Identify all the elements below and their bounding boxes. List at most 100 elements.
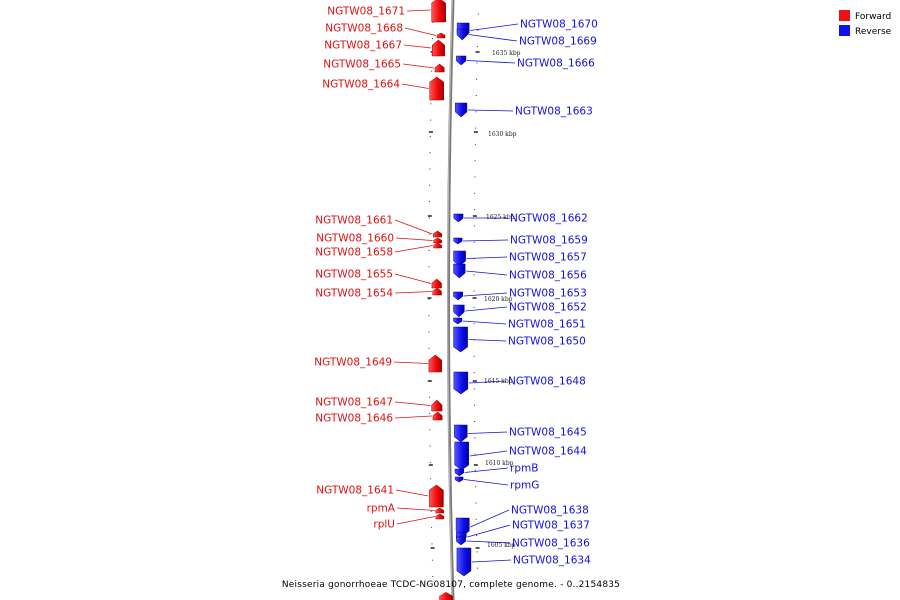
leader-line-ngtw08-1651: [462, 320, 507, 325]
gene-label-ngtw08-1667[interactable]: NGTW08_1667: [324, 40, 402, 52]
gene-feature-ngtw08-1656[interactable]: [453, 263, 466, 279]
gene-feature-ngtw08-1661[interactable]: [433, 230, 442, 238]
gene-feature-ngtw08-1650[interactable]: [453, 326, 468, 353]
genome-backbone: [447, 0, 455, 600]
gene-feature-ngtw08-1668[interactable]: [436, 32, 446, 39]
gene-feature-ngtw08-1645[interactable]: [454, 424, 468, 443]
leader-line-ngtw08-1657: [466, 256, 508, 259]
legend: Forward Reverse: [839, 10, 892, 37]
gene-label-ngtw08-1666[interactable]: NGTW08_1666: [517, 58, 595, 70]
gene-feature-ngtw08-1663[interactable]: [455, 102, 468, 118]
leader-line-ngtw08-1638: [470, 509, 510, 528]
gene-label-ngtw08-1651[interactable]: NGTW08_1651: [508, 319, 586, 331]
gene-feature-ngtw08-1659[interactable]: [453, 237, 463, 245]
label-leaders: [393, 9, 519, 563]
leader-line-ngtw08-1648: [468, 380, 507, 384]
gene-feature-ngtw08-1644[interactable]: [454, 441, 469, 471]
leader-line-ngtw08-1644: [469, 450, 508, 457]
gene-feature-ngtw08-1653[interactable]: [453, 291, 463, 301]
gene-feature-ngtw08-1665[interactable]: [434, 63, 445, 73]
gene-label-ngtw08-1638[interactable]: NGTW08_1638: [511, 505, 589, 517]
gene-feature-ngtw08-1669[interactable]: [456, 28, 468, 41]
gene-label-ngtw08-1646[interactable]: NGTW08_1646: [315, 413, 393, 425]
leader-line-ngtw08-1645: [468, 431, 508, 434]
gene-label-ngtw08-1658[interactable]: NGTW08_1658: [315, 247, 393, 259]
leader-line-ngtw08-1660: [395, 237, 433, 241]
gene-label-ngtw08-1637[interactable]: NGTW08_1637: [512, 520, 590, 532]
gene-feature-ngtw08-1667[interactable]: [432, 39, 445, 57]
gene-feature-ngtw08-1662[interactable]: [453, 213, 464, 223]
gene-label-ngtw08-1650[interactable]: NGTW08_1650: [508, 336, 586, 348]
gene-feature-ngtw08-1660[interactable]: [433, 237, 442, 244]
gene-feature-rpmg[interactable]: [454, 476, 464, 483]
scale-label: 1625 kbp: [486, 214, 515, 221]
gene-label-ngtw08-1649[interactable]: NGTW08_1649: [314, 357, 392, 369]
gene-label-ngtw08-1655[interactable]: NGTW08_1655: [315, 269, 393, 281]
gene-feature-ngtw08-1652[interactable]: [453, 304, 465, 318]
leader-line-ngtw08-1650: [468, 339, 507, 342]
gene-label-ngtw08-1657[interactable]: NGTW08_1657: [509, 252, 587, 264]
gene-label-ngtw08-1641[interactable]: NGTW08_1641: [316, 485, 394, 497]
gene-feature-ngtw08-1634[interactable]: [456, 547, 472, 577]
gene-label-ngtw08-1663[interactable]: NGTW08_1663: [515, 106, 593, 118]
gene-label-ngtw08-1648[interactable]: NGTW08_1648: [508, 376, 586, 388]
gene-label-ngtw08-1656[interactable]: NGTW08_1656: [509, 270, 587, 282]
leader-line-ngtw08-1666: [466, 60, 516, 64]
gene-label-ngtw08-1645[interactable]: NGTW08_1645: [509, 427, 587, 439]
gene-feature-ngtw08-1664[interactable]: [429, 76, 444, 101]
gene-label-ngtw08-1652[interactable]: NGTW08_1652: [509, 302, 587, 314]
legend-swatch-forward: [839, 10, 850, 21]
gene-label-ngtw08-1659[interactable]: NGTW08_1659: [510, 235, 588, 247]
gene-label-ngtw08-1664[interactable]: NGTW08_1664: [322, 79, 400, 91]
gene-feature-ngtw08-1658[interactable]: [433, 242, 442, 249]
gene-label-rpma[interactable]: rpmA: [367, 503, 396, 515]
gene-label-ngtw08-1647[interactable]: NGTW08_1647: [315, 397, 393, 409]
gene-feature-rplu[interactable]: [435, 513, 445, 520]
leader-line-ngtw08-1658: [394, 245, 433, 253]
scale-label: 1615 kbp: [484, 378, 513, 385]
gene-label-ngtw08-1669[interactable]: NGTW08_1669: [519, 36, 597, 48]
gene-label-ngtw08-1662[interactable]: NGTW08_1662: [510, 213, 588, 225]
gene-label-rpmg[interactable]: rpmG: [510, 480, 539, 492]
gene-label-ngtw08-1634[interactable]: NGTW08_1634: [513, 555, 591, 567]
leader-line-ngtw08-1671: [406, 9, 431, 12]
gene-label-ngtw08-1671[interactable]: NGTW08_1671: [327, 6, 405, 18]
leader-line-rpma: [396, 507, 435, 511]
gene-feature-ngtw08-1657[interactable]: [453, 250, 466, 267]
gene-label-ngtw08-1644[interactable]: NGTW08_1644: [509, 446, 587, 458]
genome-backbone-highlight: [447, 0, 453, 600]
leader-line-ngtw08-1665: [402, 63, 435, 69]
gene-feature-ngtw08-1648[interactable]: [453, 371, 469, 395]
gene-label-ngtw08-1661[interactable]: NGTW08_1661: [315, 215, 393, 227]
gene-feature-ngtw08-1651[interactable]: [453, 317, 463, 325]
leader-line-ngtw08-1663: [467, 109, 514, 112]
gene-feature-ngtw08-1636[interactable]: [456, 536, 466, 546]
gene-feature-ngtw08-1655[interactable]: [431, 278, 442, 289]
gene-label-ngtw08-1654[interactable]: NGTW08_1654: [315, 288, 393, 300]
leader-line-ngtw08-1654: [394, 291, 432, 294]
leader-line-rpmg: [464, 479, 509, 486]
gene-label-ngtw08-1668[interactable]: NGTW08_1668: [325, 23, 403, 35]
gene-feature-ngtw08-1649[interactable]: [428, 354, 442, 373]
gene-feature-partial: [439, 592, 453, 600]
legend-label-reverse: Reverse: [855, 27, 892, 37]
gene-feature-ngtw08-1647[interactable]: [431, 399, 443, 412]
gene-feature-ngtw08-1646[interactable]: [432, 411, 443, 421]
scale-label: 1605 kbp: [487, 542, 516, 549]
gene-label-rplu[interactable]: rplU: [373, 519, 395, 531]
gene-feature-ngtw08-1666[interactable]: [456, 55, 467, 66]
gene-feature-rpmb[interactable]: [454, 468, 465, 477]
gene-feature-ngtw08-1671[interactable]: [431, 0, 446, 23]
scale-label: 1630 kbp: [488, 131, 517, 138]
scale-label: 1620 kbp: [484, 296, 513, 303]
gene-feature-rpma[interactable]: [435, 507, 444, 514]
leader-line-ngtw08-1653: [463, 292, 508, 297]
gene-label-ngtw08-1670[interactable]: NGTW08_1670: [520, 19, 598, 31]
gene-label-ngtw08-1653[interactable]: NGTW08_1653: [509, 288, 587, 300]
gene-label-ngtw08-1636[interactable]: NGTW08_1636: [512, 538, 590, 550]
gene-label-rpmb[interactable]: rpmB: [510, 463, 538, 475]
gene-feature-ngtw08-1654[interactable]: [432, 287, 442, 296]
gene-label-ngtw08-1660[interactable]: NGTW08_1660: [316, 233, 394, 245]
gene-feature-ngtw08-1641[interactable]: [429, 484, 444, 508]
gene-label-ngtw08-1665[interactable]: NGTW08_1665: [323, 59, 401, 71]
